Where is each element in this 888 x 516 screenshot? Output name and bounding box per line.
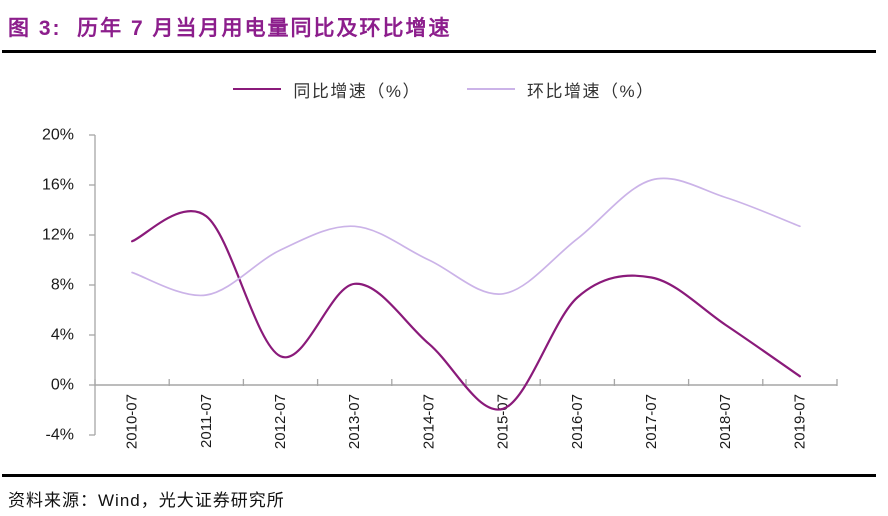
y-tick-label: 8% <box>51 277 74 294</box>
yoy-series-line <box>131 210 801 411</box>
legend-item-mom: 环比增速（%） <box>467 77 655 102</box>
x-tick-label: 2013-07 <box>346 394 363 449</box>
x-tick-label: 2010-07 <box>124 394 141 449</box>
y-tick-label: 12% <box>42 227 74 244</box>
bottom-divider <box>2 474 876 477</box>
legend-label-yoy: 同比增速（%） <box>293 81 421 101</box>
x-tick-label: 2017-07 <box>643 394 660 449</box>
line-chart: 20% 16% 12% 8% 4% 0% -4% 2010-07 2011-07 2012-07 2… <box>42 127 838 449</box>
title-divider <box>2 50 876 53</box>
y-tick-label: -4% <box>46 427 74 444</box>
y-tick-label: 16% <box>42 177 74 194</box>
legend-label-mom: 环比增速（%） <box>527 81 655 101</box>
y-tick-label: 0% <box>51 377 74 394</box>
page-title: 图 3: 历年 7 月当月用电量同比及环比增速 <box>8 17 452 40</box>
x-tick-label: 2011-07 <box>198 394 215 448</box>
source-note: 资料来源：Wind，光大证券研究所 <box>8 491 285 510</box>
x-tick-label: 2018-07 <box>717 394 734 449</box>
mom-series-line <box>131 177 801 297</box>
mom-line-swatch <box>467 88 515 90</box>
x-tick-label: 2019-07 <box>791 394 808 449</box>
yoy-line-swatch <box>233 87 282 91</box>
y-tick-label: 20% <box>42 127 74 144</box>
x-tick-label: 2016-07 <box>569 394 586 449</box>
x-tick-label: 2014-07 <box>420 394 437 449</box>
x-tick-label: 2015-07 <box>495 394 512 449</box>
y-tick-label: 4% <box>51 327 74 344</box>
legend-item-yoy: 同比增速（%） <box>233 77 421 102</box>
chart-legend: 同比增速（%） 环比增速（%） <box>0 76 888 102</box>
x-tick-label: 2012-07 <box>272 394 289 449</box>
